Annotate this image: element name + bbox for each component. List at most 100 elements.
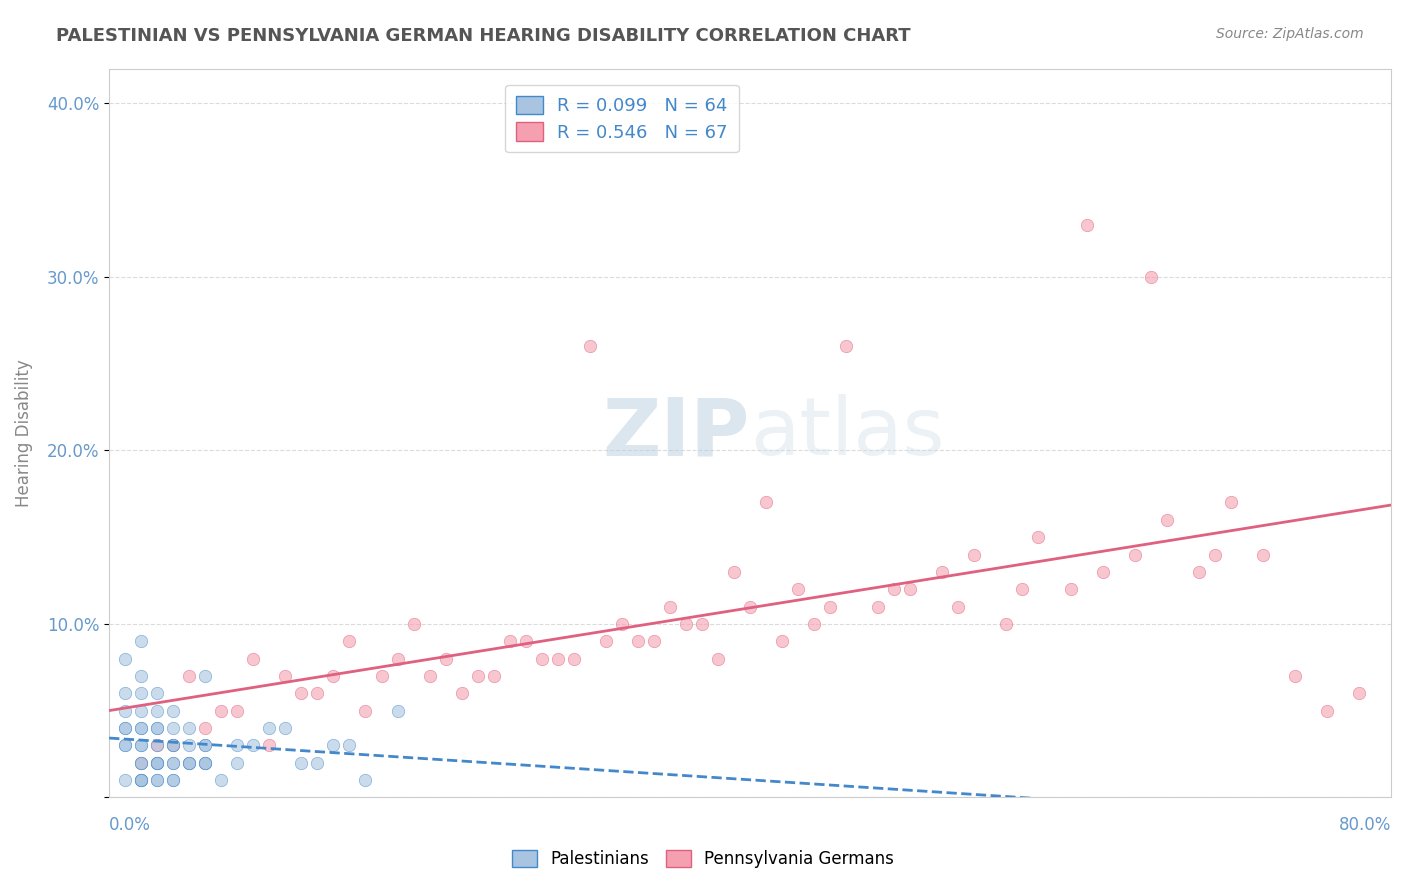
Point <box>274 669 297 683</box>
Point <box>1188 565 1211 579</box>
Point <box>434 651 457 665</box>
Point <box>1348 686 1371 700</box>
Point <box>114 651 136 665</box>
Point <box>146 721 169 735</box>
Point <box>467 669 489 683</box>
Legend: R = 0.099   N = 64, R = 0.546   N = 67: R = 0.099 N = 64, R = 0.546 N = 67 <box>505 85 738 153</box>
Point <box>179 739 201 753</box>
Point <box>307 756 329 770</box>
Point <box>1059 582 1081 597</box>
Point <box>129 721 152 735</box>
Point <box>1156 513 1178 527</box>
Point <box>242 739 264 753</box>
Text: PALESTINIAN VS PENNSYLVANIA GERMAN HEARING DISABILITY CORRELATION CHART: PALESTINIAN VS PENNSYLVANIA GERMAN HEARI… <box>56 27 911 45</box>
Point <box>370 669 392 683</box>
Point <box>707 651 730 665</box>
Point <box>658 599 681 614</box>
Point <box>723 565 745 579</box>
Point <box>963 548 986 562</box>
Point <box>387 651 409 665</box>
Point <box>226 739 249 753</box>
Point <box>274 721 297 735</box>
Point <box>194 756 217 770</box>
Point <box>114 739 136 753</box>
Point <box>146 739 169 753</box>
Point <box>114 704 136 718</box>
Point <box>146 773 169 788</box>
Text: 0.0%: 0.0% <box>110 816 150 834</box>
Text: ZIP: ZIP <box>603 394 749 472</box>
Point <box>690 616 713 631</box>
Point <box>835 339 858 353</box>
Point <box>194 721 217 735</box>
Point <box>162 739 184 753</box>
Point <box>787 582 810 597</box>
Point <box>146 686 169 700</box>
Point <box>162 721 184 735</box>
Point <box>898 582 921 597</box>
Point <box>1091 565 1114 579</box>
Point <box>643 634 665 648</box>
Point <box>770 634 793 648</box>
Point <box>450 686 472 700</box>
Point <box>114 721 136 735</box>
Point <box>868 599 890 614</box>
Point <box>1011 582 1033 597</box>
Point <box>194 756 217 770</box>
Point <box>129 756 152 770</box>
Point <box>162 704 184 718</box>
Point <box>226 756 249 770</box>
Y-axis label: Hearing Disability: Hearing Disability <box>15 359 32 507</box>
Point <box>530 651 553 665</box>
Point <box>1284 669 1306 683</box>
Point <box>354 704 377 718</box>
Point <box>226 704 249 718</box>
Point <box>162 756 184 770</box>
Point <box>179 756 201 770</box>
Point <box>515 634 537 648</box>
Point <box>179 756 201 770</box>
Text: atlas: atlas <box>749 394 945 472</box>
Point <box>162 739 184 753</box>
Point <box>146 756 169 770</box>
Point <box>129 773 152 788</box>
Point <box>129 739 152 753</box>
Point <box>114 686 136 700</box>
Point <box>209 704 232 718</box>
Point <box>179 756 201 770</box>
Point <box>1251 548 1274 562</box>
Point <box>579 339 602 353</box>
Point <box>402 616 425 631</box>
Point <box>675 616 697 631</box>
Point <box>547 651 569 665</box>
Point <box>931 565 953 579</box>
Point <box>1076 218 1098 232</box>
Point <box>129 773 152 788</box>
Point <box>129 773 152 788</box>
Point <box>1123 548 1146 562</box>
Point <box>818 599 841 614</box>
Point <box>114 739 136 753</box>
Point <box>1204 548 1226 562</box>
Point <box>499 634 522 648</box>
Point <box>738 599 761 614</box>
Point <box>179 669 201 683</box>
Point <box>1028 530 1050 544</box>
Point <box>610 616 633 631</box>
Point <box>242 651 264 665</box>
Point <box>595 634 617 648</box>
Point <box>162 756 184 770</box>
Point <box>146 756 169 770</box>
Point <box>755 495 778 509</box>
Point <box>194 669 217 683</box>
Point <box>259 721 281 735</box>
Point <box>307 686 329 700</box>
Point <box>129 721 152 735</box>
Point <box>322 669 344 683</box>
Point <box>146 721 169 735</box>
Point <box>995 616 1018 631</box>
Point <box>803 616 825 631</box>
Point <box>114 721 136 735</box>
Point <box>146 756 169 770</box>
Point <box>322 739 344 753</box>
